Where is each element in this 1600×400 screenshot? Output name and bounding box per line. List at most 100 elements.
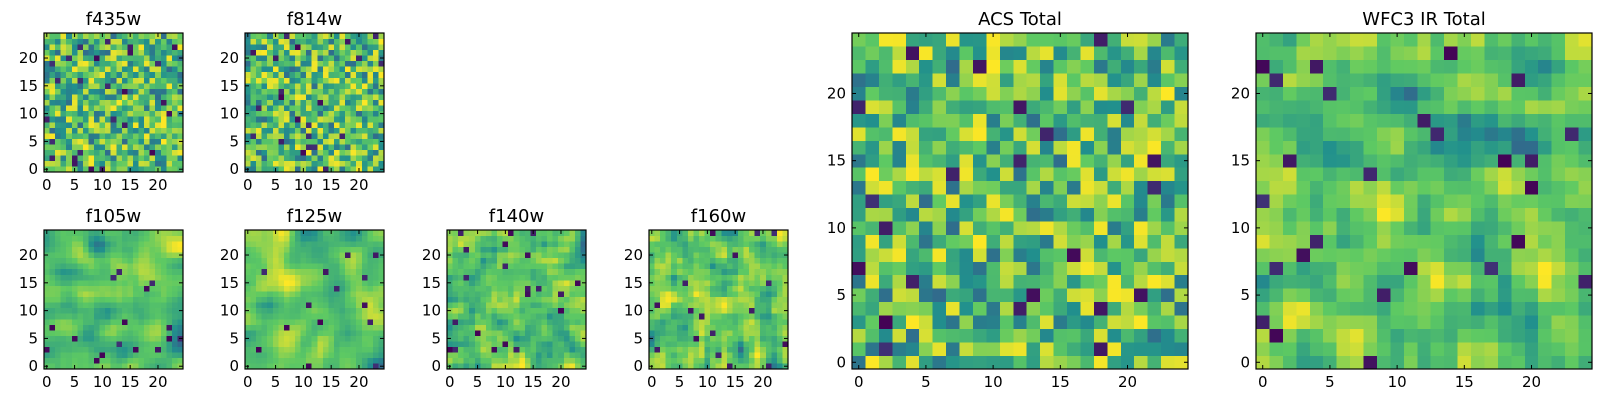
- heatmap-cell: [44, 49, 50, 56]
- heatmap-cell: [649, 291, 655, 298]
- heatmap-cell: [322, 296, 329, 303]
- heatmap-cell: [132, 166, 139, 173]
- heatmap-cell: [256, 363, 262, 370]
- heatmap-cell: [999, 342, 1014, 356]
- heatmap-cell: [660, 341, 666, 348]
- heatmap-cell: [94, 302, 100, 309]
- heatmap-cell: [350, 363, 357, 370]
- heatmap-cell: [892, 100, 907, 114]
- heatmap-cell: [654, 346, 661, 353]
- heatmap-cell: [171, 110, 178, 117]
- heatmap-cell: [1026, 301, 1041, 316]
- heatmap-cell: [300, 149, 307, 156]
- heatmap-cell: [1174, 33, 1189, 47]
- heatmap-cell: [116, 144, 123, 151]
- heatmap-cell: [782, 313, 789, 320]
- heatmap-cell: [986, 73, 1001, 88]
- heatmap-cell: [356, 257, 363, 264]
- heatmap-cell: [127, 341, 134, 348]
- heatmap-cell: [497, 274, 503, 281]
- heatmap-cell: [66, 44, 73, 50]
- heatmap-cell: [892, 153, 907, 168]
- heatmap-cell: [463, 296, 470, 303]
- heatmap-cell: [676, 324, 683, 331]
- heatmap-cell: [563, 296, 570, 303]
- heatmap-cell: [485, 335, 492, 342]
- heatmap-cell: [502, 235, 509, 242]
- heatmap-cell: [1256, 180, 1270, 195]
- heatmap-cell: [295, 55, 301, 62]
- heatmap-cell: [138, 318, 145, 325]
- heatmap-cell: [127, 99, 134, 106]
- heatmap-cell: [524, 357, 531, 364]
- heatmap-cell: [144, 116, 150, 123]
- heatmap-cell: [458, 280, 464, 286]
- heatmap-cell: [77, 127, 84, 134]
- heatmap-cell: [704, 318, 711, 325]
- heatmap-cell: [491, 352, 498, 359]
- heatmap-cell: [699, 235, 705, 242]
- heatmap-cell: [110, 121, 117, 128]
- heatmap-cell: [295, 363, 301, 370]
- heatmap-cell: [322, 149, 329, 156]
- heatmap-cell: [49, 230, 56, 236]
- heatmap-cell: [771, 352, 778, 359]
- heatmap-cell: [463, 235, 470, 242]
- heatmap-cell: [687, 252, 694, 259]
- heatmap-cell: [272, 149, 279, 156]
- heatmap-cell: [1053, 355, 1068, 370]
- heatmap-cell: [765, 241, 772, 247]
- heatmap-cell: [367, 246, 374, 253]
- heatmap-cell: [447, 324, 453, 331]
- heatmap-cell: [574, 324, 581, 331]
- heatmap-cell: [49, 285, 56, 292]
- heatmap-cell: [356, 346, 363, 353]
- heatmap-cell: [972, 288, 987, 303]
- heatmap-cell: [250, 138, 257, 145]
- heatmap-cell: [892, 86, 907, 101]
- heatmap-cell: [541, 330, 548, 336]
- heatmap-cell: [88, 60, 95, 67]
- heatmap-cell: [339, 330, 346, 336]
- heatmap-cell: [88, 313, 95, 320]
- heatmap-cell: [715, 235, 722, 242]
- heatmap-cell: [306, 83, 313, 89]
- heatmap-cell: [289, 330, 296, 336]
- heatmap-cell: [721, 363, 728, 370]
- heatmap-cell: [317, 144, 324, 151]
- heatmap-cell: [1093, 127, 1108, 141]
- heatmap-cell: [345, 346, 351, 353]
- heatmap-cell: [1026, 180, 1041, 195]
- heatmap-cell: [55, 110, 61, 117]
- heatmap-cell: [754, 330, 761, 336]
- heatmap-cell: [480, 241, 487, 247]
- heatmap-cell: [77, 291, 84, 298]
- heatmap-cell: [946, 86, 960, 101]
- heatmap-cell: [754, 280, 761, 286]
- heatmap-cell: [1471, 355, 1485, 370]
- heatmap-cell: [1147, 355, 1162, 370]
- heatmap-cell: [519, 302, 526, 309]
- heatmap-cell: [267, 252, 274, 259]
- heatmap-cell: [300, 274, 307, 281]
- heatmap-cell: [289, 235, 296, 242]
- heatmap-cell: [760, 263, 767, 270]
- heatmap-cell: [749, 263, 755, 270]
- heatmap-cell: [333, 44, 340, 50]
- heatmap-cell: [361, 257, 368, 264]
- heatmap-cell: [127, 49, 134, 56]
- heatmap-cell: [1444, 248, 1458, 262]
- heatmap-cell: [177, 77, 184, 84]
- heatmap-cell: [1080, 113, 1095, 128]
- heatmap-cell: [699, 357, 705, 364]
- heatmap-cell: [94, 38, 100, 45]
- heatmap-cell: [1134, 180, 1148, 195]
- heatmap-cell: [166, 60, 173, 67]
- heatmap-cell: [469, 335, 476, 342]
- heatmap-cell: [328, 335, 335, 342]
- heatmap-cell: [160, 110, 167, 117]
- heatmap-cell: [322, 38, 329, 45]
- heatmap-cell: [1336, 207, 1351, 222]
- heatmap-cell: [1497, 167, 1512, 182]
- heatmap-cell: [306, 230, 313, 236]
